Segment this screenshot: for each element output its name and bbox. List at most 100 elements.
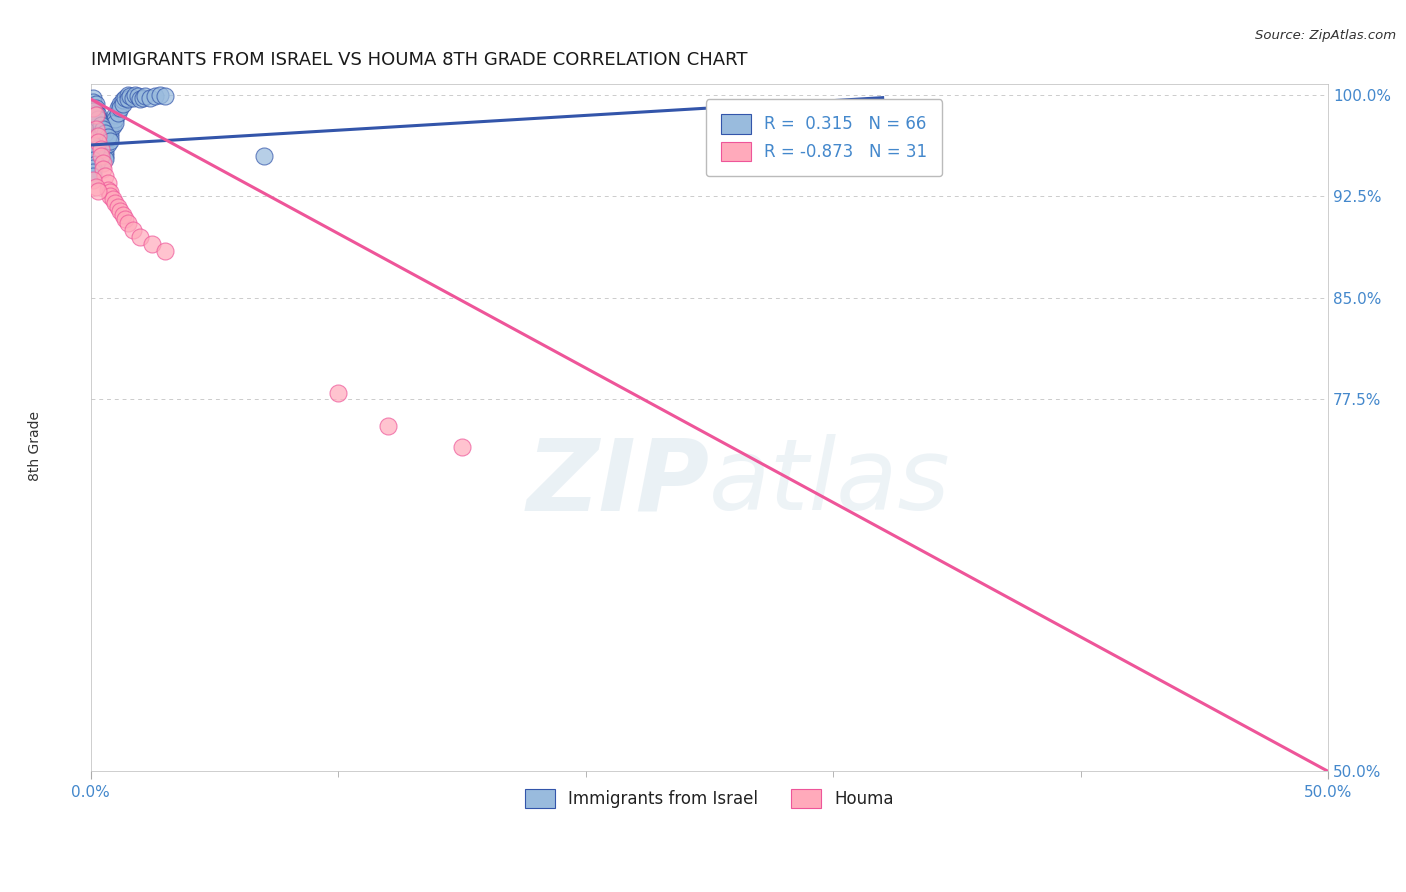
Point — [89, 128, 111, 143]
Point — [143, 89, 166, 103]
Point — [87, 184, 110, 198]
Point — [121, 90, 143, 104]
Point — [100, 121, 122, 136]
Point — [94, 152, 117, 166]
Text: ZIP: ZIP — [526, 434, 710, 532]
Point — [110, 97, 132, 112]
Point — [97, 176, 120, 190]
Legend: Immigrants from Israel, Houma: Immigrants from Israel, Houma — [517, 782, 901, 814]
Point — [87, 128, 110, 143]
Point — [94, 145, 117, 159]
Point — [89, 121, 111, 136]
Point — [82, 102, 104, 116]
Point — [91, 138, 114, 153]
Point — [114, 212, 136, 227]
Point — [91, 155, 114, 169]
Text: Source: ZipAtlas.com: Source: ZipAtlas.com — [1256, 29, 1396, 42]
Point — [104, 112, 127, 127]
Point — [84, 157, 107, 171]
Point — [253, 149, 276, 163]
Point — [82, 173, 104, 187]
Point — [100, 134, 122, 148]
Point — [87, 108, 110, 122]
Point — [121, 223, 143, 237]
Point — [82, 165, 104, 179]
Point — [111, 94, 134, 108]
Point — [94, 149, 117, 163]
Point — [82, 104, 104, 119]
Point — [100, 189, 122, 203]
Point — [129, 92, 152, 106]
Point — [87, 111, 110, 125]
Point — [110, 102, 132, 116]
Point — [94, 126, 117, 140]
Point — [131, 90, 153, 104]
Point — [377, 419, 399, 434]
Point — [104, 196, 127, 211]
Point — [91, 162, 114, 177]
Point — [91, 131, 114, 145]
Point — [101, 115, 124, 129]
Point — [107, 200, 129, 214]
Point — [82, 161, 104, 175]
Point — [100, 129, 122, 144]
Point — [101, 192, 124, 206]
Point — [111, 208, 134, 222]
Point — [87, 118, 110, 132]
Point — [117, 217, 139, 231]
Point — [82, 153, 104, 167]
Point — [91, 121, 114, 136]
Point — [101, 119, 124, 133]
Point — [129, 230, 152, 244]
Point — [82, 95, 104, 109]
Point — [84, 142, 107, 156]
Point — [91, 136, 114, 150]
Text: atlas: atlas — [710, 434, 950, 532]
Point — [100, 186, 122, 200]
Point — [87, 112, 110, 127]
Point — [124, 87, 146, 102]
Point — [107, 102, 129, 116]
Point — [111, 97, 134, 112]
Point — [127, 89, 149, 103]
Point — [97, 129, 120, 144]
Point — [149, 87, 172, 102]
Point — [89, 149, 111, 163]
Point — [117, 87, 139, 102]
Point — [451, 440, 474, 454]
Point — [84, 180, 107, 194]
Point — [84, 121, 107, 136]
Point — [82, 169, 104, 183]
Point — [87, 136, 110, 150]
Point — [84, 97, 107, 112]
Point — [94, 169, 117, 183]
Point — [104, 108, 127, 122]
Point — [89, 124, 111, 138]
Point — [326, 385, 349, 400]
Point — [120, 89, 142, 103]
Point — [97, 183, 120, 197]
Point — [100, 126, 122, 140]
Point — [91, 142, 114, 156]
Text: 8th Grade: 8th Grade — [28, 411, 42, 481]
Text: IMMIGRANTS FROM ISRAEL VS HOUMA 8TH GRADE CORRELATION CHART: IMMIGRANTS FROM ISRAEL VS HOUMA 8TH GRAD… — [90, 51, 747, 69]
Point — [87, 115, 110, 129]
Point — [89, 118, 111, 132]
Point — [84, 105, 107, 120]
Point — [139, 90, 162, 104]
Point — [114, 90, 136, 104]
Point — [89, 142, 111, 156]
Point — [84, 102, 107, 116]
Point — [97, 136, 120, 151]
Point — [107, 105, 129, 120]
Point — [84, 108, 107, 122]
Point — [110, 204, 132, 219]
Point — [82, 138, 104, 153]
Point — [84, 108, 107, 122]
Point — [141, 236, 163, 251]
Point — [97, 128, 120, 143]
Point — [117, 92, 139, 106]
Point — [82, 90, 104, 104]
Point — [153, 244, 176, 258]
Point — [153, 89, 176, 103]
